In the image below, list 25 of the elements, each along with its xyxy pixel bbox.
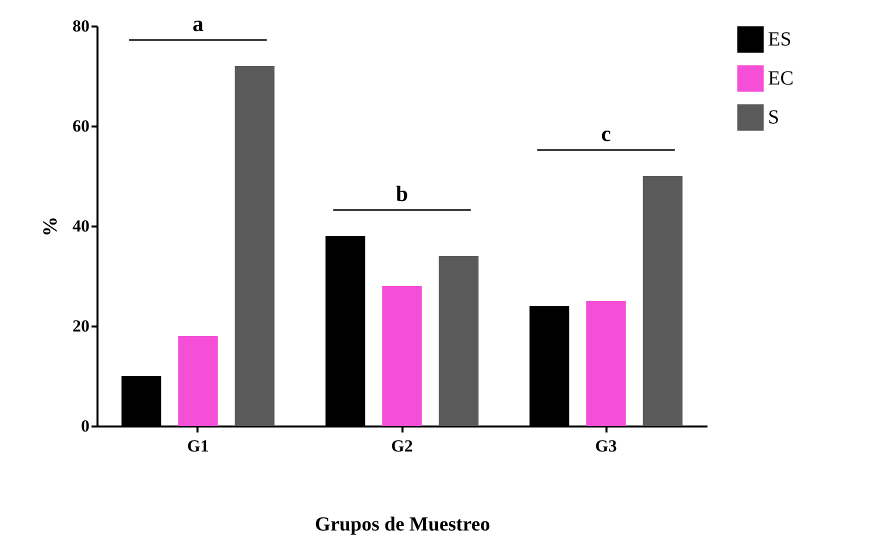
legend-label: S (768, 106, 780, 128)
y-tick-label: 40 (72, 216, 90, 236)
bar (586, 301, 626, 426)
bar (382, 286, 422, 426)
y-tick-label: 80 (72, 16, 90, 36)
x-tick-label: G1 (187, 436, 209, 456)
bar (178, 336, 218, 426)
x-tick-label: G3 (595, 436, 617, 456)
bar (642, 176, 683, 426)
x-axis-title: Grupos de Muestreo (314, 514, 490, 536)
bar (234, 66, 274, 426)
y-tick-label: 20 (72, 316, 90, 336)
x-tick-label: G2 (391, 436, 413, 456)
y-tick-label: 60 (72, 116, 90, 136)
legend-label: EC (768, 68, 794, 90)
bar (530, 306, 570, 426)
bar (325, 236, 366, 426)
annotation: a (192, 11, 204, 36)
bar (121, 376, 162, 426)
legend-label: ES (768, 28, 792, 50)
y-tick-label: 0 (81, 416, 90, 436)
bar (438, 256, 479, 426)
annotation: c (601, 121, 612, 146)
y-axis-title: % (40, 216, 62, 236)
annotation: b (396, 181, 408, 206)
